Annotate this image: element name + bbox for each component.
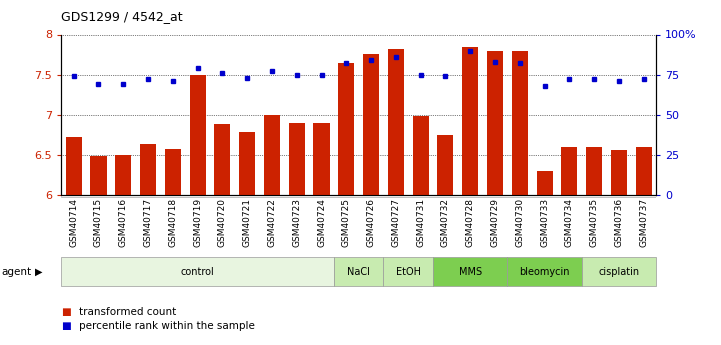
Text: GSM40720: GSM40720	[218, 198, 227, 247]
Text: GSM40731: GSM40731	[416, 198, 425, 247]
Bar	[264, 115, 280, 195]
Text: GSM40737: GSM40737	[640, 198, 648, 247]
Bar	[338, 62, 354, 195]
Text: GSM40733: GSM40733	[540, 198, 549, 247]
Bar	[61, 257, 334, 286]
Text: GSM40721: GSM40721	[243, 198, 252, 247]
Text: GSM40734: GSM40734	[565, 198, 574, 247]
Bar	[586, 147, 602, 195]
Text: GSM40730: GSM40730	[516, 198, 524, 247]
Bar	[165, 149, 181, 195]
Text: bleomycin: bleomycin	[519, 267, 570, 277]
Text: cisplatin: cisplatin	[598, 267, 640, 277]
Text: agent: agent	[1, 267, 32, 277]
Bar	[438, 135, 454, 195]
Text: ■: ■	[61, 307, 71, 317]
Text: GSM40728: GSM40728	[466, 198, 474, 247]
Bar	[512, 51, 528, 195]
Text: GSM40732: GSM40732	[441, 198, 450, 247]
Bar	[462, 47, 478, 195]
Text: GSM40722: GSM40722	[267, 198, 276, 247]
Bar	[582, 257, 656, 286]
Bar	[433, 257, 508, 286]
Bar	[115, 155, 131, 195]
Text: EtOH: EtOH	[396, 267, 421, 277]
Bar	[314, 123, 329, 195]
Text: GSM40714: GSM40714	[69, 198, 78, 247]
Text: GSM40725: GSM40725	[342, 198, 351, 247]
Text: GSM40729: GSM40729	[490, 198, 500, 247]
Bar	[412, 116, 429, 195]
Text: control: control	[181, 267, 214, 277]
Text: percentile rank within the sample: percentile rank within the sample	[79, 321, 255, 331]
Bar	[384, 257, 433, 286]
Text: GSM40715: GSM40715	[94, 198, 103, 247]
Bar	[388, 49, 404, 195]
Bar	[66, 137, 81, 195]
Text: GDS1299 / 4542_at: GDS1299 / 4542_at	[61, 10, 183, 23]
Text: GSM40736: GSM40736	[614, 198, 624, 247]
Text: GSM40719: GSM40719	[193, 198, 202, 247]
Bar	[288, 123, 305, 195]
Text: GSM40724: GSM40724	[317, 198, 326, 247]
Bar	[140, 144, 156, 195]
Bar	[536, 171, 552, 195]
Bar	[363, 54, 379, 195]
Bar	[611, 150, 627, 195]
Text: NaCl: NaCl	[348, 267, 370, 277]
Bar	[636, 147, 652, 195]
Text: GSM40718: GSM40718	[168, 198, 177, 247]
Bar	[190, 75, 205, 195]
Text: GSM40717: GSM40717	[143, 198, 153, 247]
Text: GSM40726: GSM40726	[366, 198, 376, 247]
Text: ■: ■	[61, 321, 71, 331]
Text: ▶: ▶	[35, 267, 42, 277]
Bar	[214, 124, 231, 195]
Text: MMS: MMS	[459, 267, 482, 277]
Text: GSM40727: GSM40727	[392, 198, 400, 247]
Text: GSM40735: GSM40735	[590, 198, 598, 247]
Bar	[334, 257, 384, 286]
Bar	[90, 156, 107, 195]
Bar	[562, 147, 578, 195]
Text: GSM40716: GSM40716	[119, 198, 128, 247]
Text: transformed count: transformed count	[79, 307, 177, 317]
Bar	[508, 257, 582, 286]
Bar	[487, 51, 503, 195]
Text: GSM40723: GSM40723	[292, 198, 301, 247]
Bar	[239, 132, 255, 195]
